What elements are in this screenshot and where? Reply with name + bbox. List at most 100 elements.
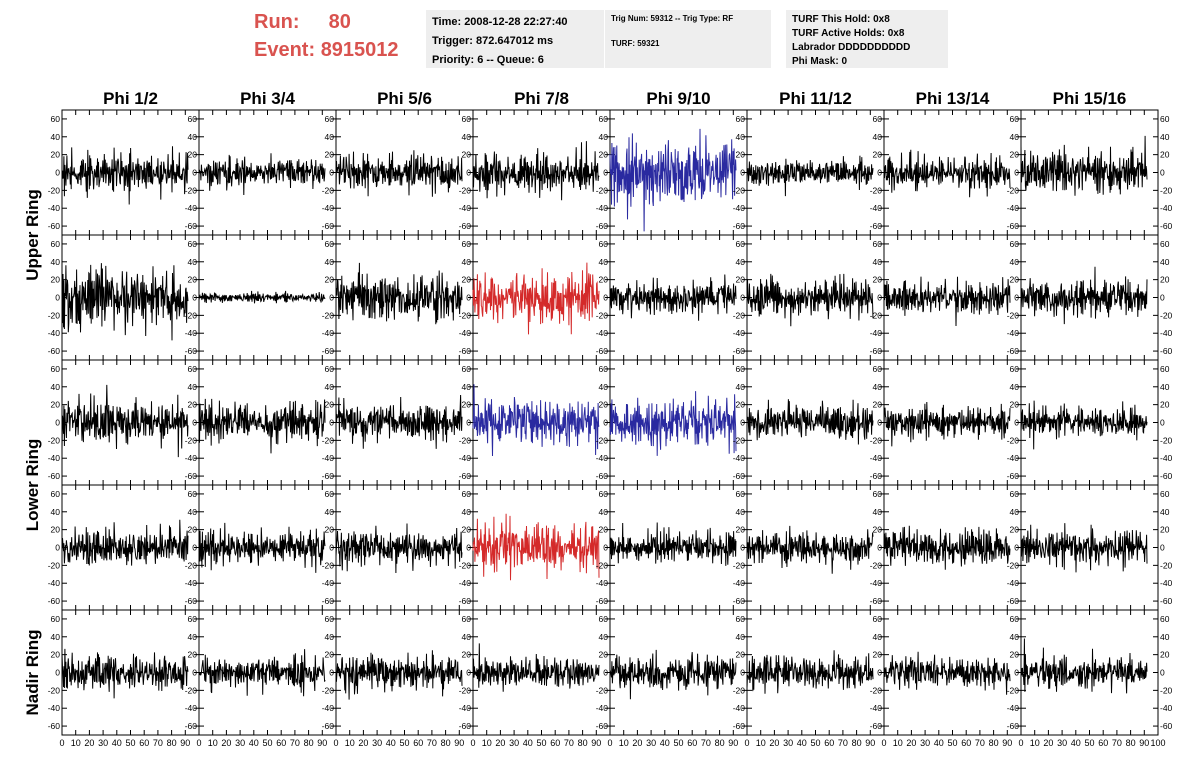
y-tick-label: -60 [1160,221,1173,231]
column-header: Phi 7/8 [514,89,569,108]
y-tick-label: 40 [188,257,198,267]
y-tick-label: 40 [51,507,61,517]
y-tick-label: 0 [877,168,882,178]
y-tick-label: 20 [462,150,472,160]
x-tick-label: 20 [495,738,505,748]
y-tick-label: 0 [329,293,334,303]
y-tick-label: 40 [736,507,746,517]
y-tick-label: 0 [466,168,471,178]
y-tick-label: 0 [329,168,334,178]
waveform-trace [1020,638,1148,694]
y-tick-label: -40 [1007,203,1020,213]
y-tick-label: 0 [740,418,745,428]
y-tick-label: 20 [1010,275,1020,285]
y-tick-label: 60 [51,114,61,124]
waveform-trace [335,262,463,325]
y-tick-label: 20 [1160,400,1170,410]
column-header: Phi 1/2 [103,89,158,108]
x-tick-label: 90 [728,738,738,748]
y-tick-label: 0 [740,668,745,678]
y-tick-label: 40 [325,257,335,267]
y-tick-label: -40 [1007,328,1020,338]
x-tick-label: 0 [744,738,749,748]
x-tick-label: 60 [276,738,286,748]
y-tick-label: 60 [462,614,472,624]
y-tick-label: 0 [1160,668,1165,678]
waveform-trace [883,401,1011,447]
y-tick-label: 40 [1010,507,1020,517]
y-tick-label: 0 [466,418,471,428]
waveform-trace [1020,266,1148,325]
y-tick-label: -40 [733,203,746,213]
y-tick-label: -20 [1160,185,1173,195]
trig-num-text: Trig Num: 59312 -- Trig Type: RF [611,14,734,23]
y-tick-label: 40 [51,382,61,392]
x-tick-label: 70 [153,738,163,748]
y-tick-label: 20 [1010,650,1020,660]
x-tick-label: 50 [947,738,957,748]
x-tick-label: 20 [769,738,779,748]
x-tick-label: 60 [413,738,423,748]
y-tick-label: 20 [736,400,746,410]
y-tick-label: 0 [603,543,608,553]
y-tick-label: -20 [596,685,609,695]
y-tick-label: 0 [740,543,745,553]
y-tick-label: -20 [1007,185,1020,195]
y-tick-label: 0 [55,418,60,428]
waveform-trace [61,648,189,699]
x-tick-label: 90 [180,738,190,748]
y-tick-label: 0 [55,168,60,178]
event-value: 8915012 [320,39,399,61]
y-tick-label: -60 [733,721,746,731]
y-tick-label: -40 [870,328,883,338]
y-tick-label: -20 [870,185,883,195]
panel-frame [472,109,611,236]
y-tick-label: 60 [1010,364,1020,374]
x-tick-label: 10 [1030,738,1040,748]
x-tick-label: 30 [920,738,930,748]
x-tick-label: 80 [852,738,862,748]
trigger-text: Trigger: 872.647012 ms [432,35,554,47]
y-tick-label: -40 [596,203,609,213]
y-tick-label: 0 [603,668,608,678]
y-tick-label: 20 [462,400,472,410]
y-tick-label: 0 [877,293,882,303]
y-tick-label: 20 [736,150,746,160]
y-tick-label: -60 [870,346,883,356]
y-tick-label: -20 [1160,435,1173,445]
waveform-trace [198,649,326,697]
panel-frame [746,609,885,736]
y-tick-label: -20 [733,185,746,195]
x-tick-label: 60 [961,738,971,748]
y-tick-label: 60 [1160,364,1170,374]
y-tick-label: 60 [188,489,198,499]
y-tick-label: 60 [1160,614,1170,624]
x-tick-label: 20 [221,738,231,748]
y-tick-label: 60 [873,489,883,499]
y-tick-label: 0 [55,668,60,678]
y-tick-label: 60 [325,114,335,124]
y-tick-label: -20 [733,560,746,570]
y-tick-label: -60 [1007,471,1020,481]
y-tick-label: -20 [596,185,609,195]
y-tick-label: 0 [192,168,197,178]
y-tick-label: 20 [1010,525,1020,535]
y-tick-label: 20 [873,275,883,285]
y-tick-label: 60 [873,239,883,249]
y-tick-label: -60 [185,721,198,731]
y-tick-label: -40 [1007,453,1020,463]
y-tick-label: 0 [877,543,882,553]
run-label: Run: [254,11,300,33]
waveform-trace [335,523,463,574]
y-tick-label: -40 [185,453,198,463]
x-tick-label: 50 [125,738,135,748]
y-tick-label: -40 [459,578,472,588]
x-tick-label: 40 [660,738,670,748]
y-tick-label: -40 [1160,703,1173,713]
x-tick-label: 90 [591,738,601,748]
y-tick-label: 20 [1160,650,1170,660]
y-tick-label: -40 [322,328,335,338]
x-tick-label: 80 [715,738,725,748]
waveform-trace [746,273,874,327]
y-tick-label: 20 [873,400,883,410]
